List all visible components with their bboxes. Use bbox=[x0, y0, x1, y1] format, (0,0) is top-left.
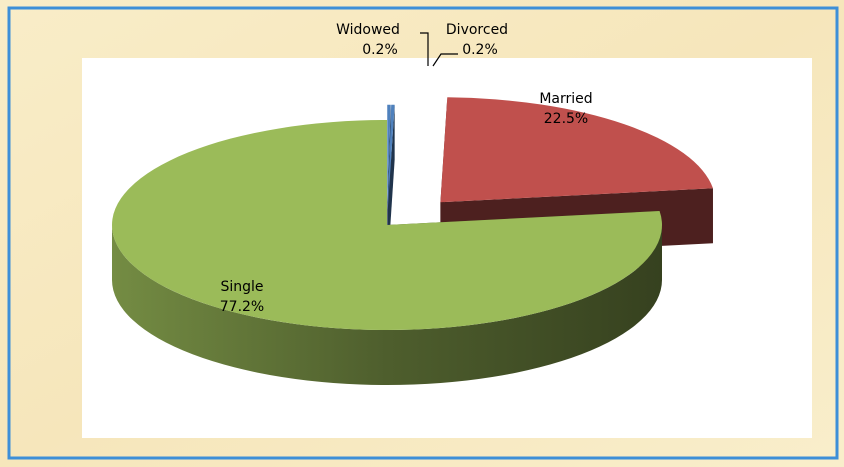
leader-line bbox=[420, 32, 429, 66]
frame bbox=[7, 6, 839, 460]
slice bbox=[440, 97, 713, 203]
slice-value: 77.2% bbox=[220, 299, 264, 315]
slice bbox=[112, 120, 663, 330]
slice-label: Widowed bbox=[336, 22, 400, 38]
leader-line bbox=[432, 53, 458, 67]
slice-label: Married bbox=[539, 91, 592, 107]
slice-label: Single bbox=[220, 279, 263, 295]
slice-value: 0.2% bbox=[462, 42, 498, 58]
slice-side bbox=[112, 225, 662, 385]
pie bbox=[112, 97, 713, 385]
slice-value: 0.2% bbox=[362, 42, 398, 58]
slice bbox=[387, 104, 391, 210]
slice-tops bbox=[112, 97, 713, 330]
slice-label: Divorced bbox=[446, 22, 508, 38]
slice-face bbox=[387, 104, 395, 265]
slice-value: 22.5% bbox=[544, 111, 588, 127]
slice bbox=[387, 104, 395, 210]
slice-sides bbox=[112, 225, 662, 385]
